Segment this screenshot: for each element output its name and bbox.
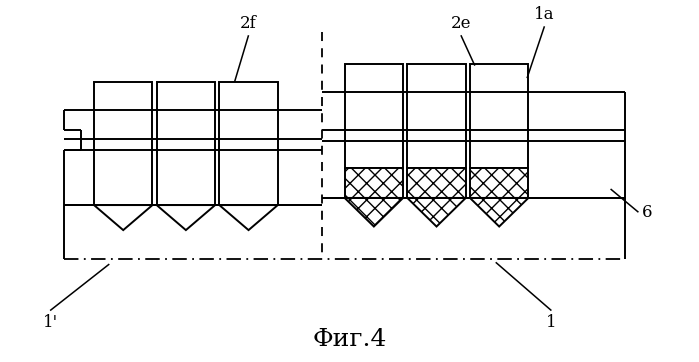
Polygon shape xyxy=(408,198,466,227)
Bar xyxy=(345,168,403,198)
Bar xyxy=(470,64,528,168)
Text: 1: 1 xyxy=(546,314,556,331)
Bar xyxy=(219,82,278,205)
Bar xyxy=(345,64,403,168)
Polygon shape xyxy=(345,198,403,227)
Polygon shape xyxy=(219,205,278,230)
Text: 1': 1' xyxy=(43,314,58,331)
Bar xyxy=(470,168,528,198)
Text: Фиг.4: Фиг.4 xyxy=(312,328,387,351)
Polygon shape xyxy=(94,205,152,230)
Bar xyxy=(94,82,152,205)
Bar xyxy=(408,64,466,168)
Polygon shape xyxy=(470,198,528,227)
Bar xyxy=(157,82,215,205)
Polygon shape xyxy=(157,205,215,230)
Text: 2f: 2f xyxy=(240,15,257,31)
Bar xyxy=(408,168,466,198)
Text: 6: 6 xyxy=(642,204,652,221)
Text: 1a: 1a xyxy=(534,6,555,23)
Text: 2e: 2e xyxy=(451,15,471,31)
